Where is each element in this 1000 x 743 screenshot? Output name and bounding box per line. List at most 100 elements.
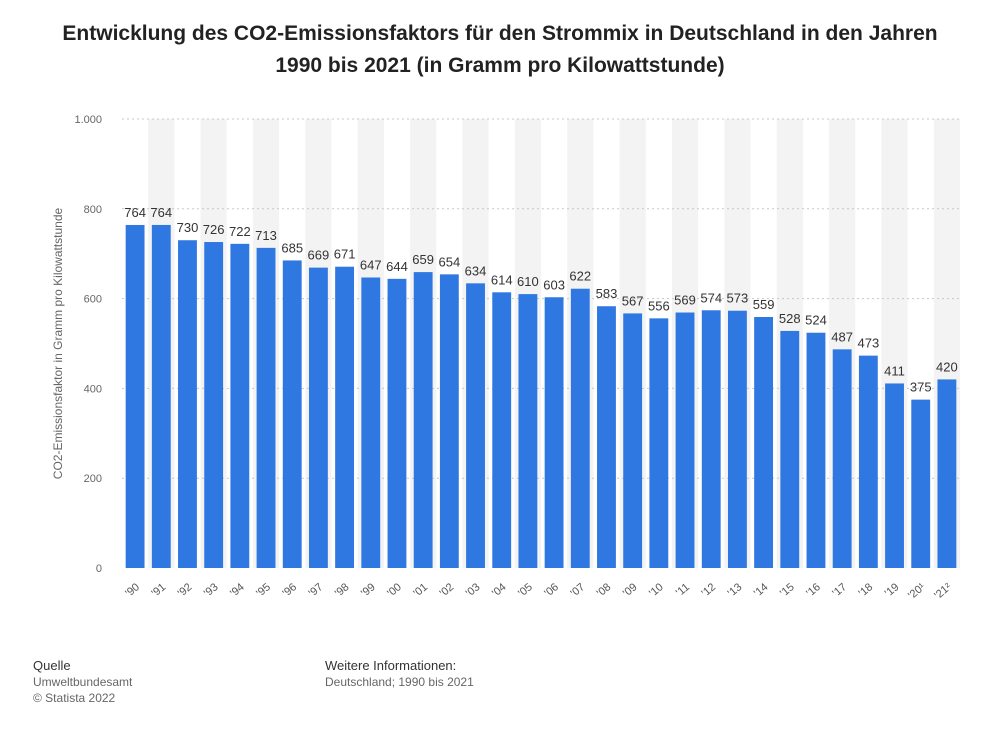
y-tick-label: 400 bbox=[84, 383, 102, 395]
bar bbox=[230, 243, 250, 568]
x-tick-label: '94 bbox=[228, 581, 247, 599]
x-tick-label: '90 bbox=[123, 581, 142, 599]
bar bbox=[361, 277, 381, 568]
bar bbox=[282, 260, 302, 568]
x-tick-label: '13 bbox=[726, 581, 745, 599]
data-label: 473 bbox=[857, 336, 879, 351]
y-tick-label: 0 bbox=[96, 563, 102, 575]
data-label: 603 bbox=[543, 277, 565, 292]
x-tick-label: '06 bbox=[542, 581, 561, 599]
bar bbox=[780, 330, 800, 568]
x-tick-label: '98 bbox=[333, 581, 352, 599]
data-label: 722 bbox=[229, 224, 251, 239]
bar bbox=[937, 379, 957, 568]
source-heading: Quelle bbox=[33, 658, 71, 673]
x-tick-label: '21² bbox=[932, 581, 954, 602]
data-label: 487 bbox=[831, 329, 853, 344]
info-text: Deutschland; 1990 bis 2021 bbox=[325, 675, 474, 689]
bar bbox=[125, 224, 145, 569]
bar bbox=[701, 310, 721, 568]
x-tick-label: '15 bbox=[778, 581, 797, 599]
data-label: 583 bbox=[596, 286, 618, 301]
bar bbox=[858, 355, 878, 568]
data-label: 375 bbox=[910, 380, 932, 395]
bar bbox=[754, 317, 774, 568]
x-tick-label: '20¹ bbox=[906, 581, 928, 602]
data-label: 614 bbox=[491, 272, 513, 287]
bar bbox=[570, 288, 590, 568]
data-label: 654 bbox=[438, 254, 460, 269]
data-label: 420 bbox=[936, 359, 958, 374]
bar bbox=[151, 224, 171, 569]
info-block: Weitere Informationen: Deutschland; 1990… bbox=[325, 658, 474, 690]
x-tick-label: '97 bbox=[307, 581, 326, 599]
x-tick-label: '08 bbox=[595, 581, 614, 599]
x-tick-label: '16 bbox=[804, 581, 823, 599]
data-label: 647 bbox=[360, 257, 382, 272]
copyright: © Statista 2022 bbox=[33, 691, 116, 705]
bar bbox=[335, 266, 355, 568]
data-label: 671 bbox=[334, 247, 356, 262]
x-tick-label: '17 bbox=[830, 581, 849, 599]
data-label: 411 bbox=[884, 363, 905, 378]
data-label: 574 bbox=[700, 290, 722, 305]
x-tick-label: '14 bbox=[752, 581, 771, 599]
y-tick-label: 1.000 bbox=[74, 114, 102, 126]
bar bbox=[885, 383, 904, 568]
x-tick-label: '10 bbox=[647, 581, 666, 599]
data-label: 659 bbox=[412, 252, 434, 267]
bar bbox=[675, 312, 695, 568]
bar bbox=[466, 283, 485, 568]
bar bbox=[439, 274, 459, 568]
x-tick-label: '18 bbox=[857, 581, 876, 599]
x-tick-label: '96 bbox=[280, 581, 299, 599]
data-label: 669 bbox=[308, 248, 330, 263]
bar bbox=[832, 349, 852, 568]
data-label: 567 bbox=[622, 293, 644, 308]
x-tick-label: '95 bbox=[254, 581, 273, 599]
data-label: 644 bbox=[386, 259, 408, 274]
data-label: 622 bbox=[569, 269, 591, 284]
x-tick-label: '99 bbox=[359, 581, 378, 599]
bar bbox=[518, 294, 538, 568]
data-label: 559 bbox=[753, 297, 775, 312]
x-tick-label: '19 bbox=[883, 581, 902, 599]
bar bbox=[911, 399, 931, 568]
bar bbox=[649, 318, 669, 568]
x-tick-label: '91 bbox=[150, 581, 169, 599]
bar bbox=[727, 310, 747, 568]
bar bbox=[806, 332, 826, 568]
info-heading: Weitere Informationen: bbox=[325, 658, 457, 673]
data-label: 569 bbox=[674, 293, 696, 308]
data-label: 764 bbox=[124, 205, 146, 220]
y-tick-label: 200 bbox=[84, 473, 102, 485]
x-tick-label: '02 bbox=[438, 581, 457, 599]
data-label: 556 bbox=[648, 298, 670, 313]
data-label: 764 bbox=[150, 205, 172, 220]
x-tick-label: '03 bbox=[464, 581, 483, 599]
bar bbox=[387, 278, 407, 568]
data-label: 573 bbox=[727, 291, 749, 306]
y-axis-title: CO2-Emissionsfaktor in Gramm pro Kilowat… bbox=[51, 207, 65, 479]
data-label: 528 bbox=[779, 311, 801, 326]
data-label: 610 bbox=[517, 274, 539, 289]
source-block: Quelle Umweltbundesamt © Statista 2022 bbox=[33, 658, 132, 706]
bar bbox=[178, 240, 197, 569]
bar bbox=[623, 313, 643, 568]
bar bbox=[544, 297, 564, 568]
chart-title: Entwicklung des CO2-Emissionsfaktors für… bbox=[62, 22, 938, 77]
x-tick-label: '93 bbox=[202, 581, 221, 599]
x-tick-label: '07 bbox=[569, 581, 588, 599]
x-tick-label: '92 bbox=[176, 581, 195, 599]
data-label: 524 bbox=[805, 313, 827, 328]
bar bbox=[308, 267, 328, 568]
y-tick-label: 800 bbox=[84, 204, 102, 216]
bar bbox=[492, 292, 512, 568]
x-tick-label: '11 bbox=[674, 581, 692, 599]
data-label: 726 bbox=[203, 222, 225, 237]
x-tick-label: '01 bbox=[411, 581, 430, 599]
source-name: Umweltbundesamt bbox=[33, 675, 133, 689]
data-label: 730 bbox=[177, 220, 199, 235]
x-tick-label: '00 bbox=[385, 581, 404, 599]
